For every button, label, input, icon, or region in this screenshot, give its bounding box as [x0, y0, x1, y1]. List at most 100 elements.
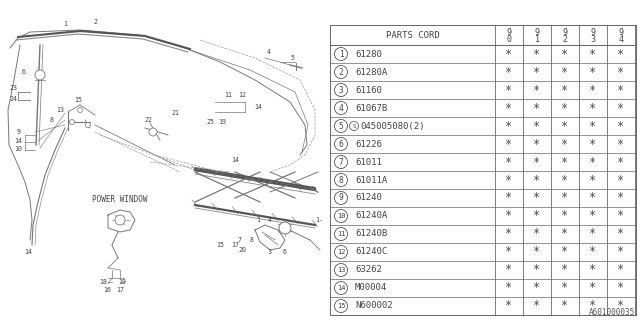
Text: *: *: [533, 228, 541, 241]
Circle shape: [35, 70, 45, 80]
Text: 8: 8: [250, 237, 254, 243]
Text: *: *: [561, 263, 568, 276]
Text: 61240A: 61240A: [355, 212, 387, 220]
Text: *: *: [561, 228, 568, 241]
Circle shape: [115, 215, 125, 225]
Text: *: *: [561, 282, 568, 294]
Text: *: *: [589, 210, 596, 222]
Text: *: *: [589, 245, 596, 259]
Circle shape: [335, 210, 348, 222]
Text: *: *: [533, 138, 541, 150]
Text: *: *: [506, 84, 513, 97]
Text: 9: 9: [618, 28, 623, 36]
Text: *: *: [533, 282, 541, 294]
Text: PARTS CORD: PARTS CORD: [386, 30, 440, 39]
Text: *: *: [506, 191, 513, 204]
Circle shape: [349, 122, 358, 131]
Text: 4: 4: [267, 49, 271, 55]
Text: 61280: 61280: [355, 50, 382, 59]
Circle shape: [335, 300, 348, 313]
Text: *: *: [533, 119, 541, 132]
Text: *: *: [533, 263, 541, 276]
Text: 6: 6: [339, 140, 344, 148]
Text: 14: 14: [337, 285, 345, 291]
Text: *: *: [533, 300, 541, 313]
Text: 11: 11: [337, 231, 345, 237]
Circle shape: [335, 138, 348, 150]
Text: 14: 14: [254, 104, 262, 110]
Text: 5: 5: [291, 55, 295, 61]
Text: *: *: [561, 300, 568, 313]
Text: *: *: [506, 47, 513, 60]
Text: 2: 2: [563, 35, 568, 44]
Text: *: *: [506, 263, 513, 276]
Text: 21: 21: [171, 110, 179, 116]
Text: *: *: [618, 84, 625, 97]
Text: 13: 13: [56, 107, 64, 113]
Text: *: *: [506, 245, 513, 259]
Text: 9: 9: [339, 194, 344, 203]
Text: *: *: [561, 47, 568, 60]
Text: *: *: [533, 191, 541, 204]
Text: 2: 2: [339, 68, 344, 76]
Text: *: *: [589, 101, 596, 115]
Text: 1: 1: [534, 35, 540, 44]
Text: 15: 15: [216, 242, 224, 248]
Text: *: *: [561, 66, 568, 78]
Text: 19: 19: [118, 279, 126, 285]
Text: 17: 17: [116, 287, 124, 293]
Circle shape: [335, 173, 348, 187]
Text: 10: 10: [14, 146, 22, 152]
Text: 7: 7: [238, 237, 242, 243]
Text: *: *: [589, 300, 596, 313]
Text: *: *: [533, 173, 541, 187]
Text: 15: 15: [74, 97, 82, 103]
Text: N600002: N600002: [355, 301, 392, 310]
Text: 6: 6: [283, 249, 287, 255]
Text: *: *: [618, 47, 625, 60]
Text: POWER WINDOW: POWER WINDOW: [92, 196, 148, 204]
Text: 14: 14: [24, 249, 32, 255]
Text: 24: 24: [9, 96, 17, 102]
Text: 61011A: 61011A: [355, 175, 387, 185]
Text: *: *: [533, 101, 541, 115]
Text: *: *: [618, 173, 625, 187]
Text: 19: 19: [218, 119, 226, 125]
Text: 61067B: 61067B: [355, 103, 387, 113]
Text: *: *: [589, 47, 596, 60]
Text: 18: 18: [99, 279, 107, 285]
Text: *: *: [618, 138, 625, 150]
Text: *: *: [561, 101, 568, 115]
Circle shape: [335, 228, 348, 241]
Text: *: *: [618, 156, 625, 169]
Text: *: *: [561, 138, 568, 150]
Text: *: *: [506, 173, 513, 187]
Text: 16: 16: [103, 287, 111, 293]
Text: 3: 3: [591, 35, 595, 44]
Text: *: *: [506, 66, 513, 78]
Text: 61240C: 61240C: [355, 247, 387, 257]
Text: *: *: [561, 245, 568, 259]
Text: 1: 1: [63, 21, 67, 27]
Text: *: *: [589, 66, 596, 78]
Text: *: *: [533, 84, 541, 97]
Text: 10: 10: [337, 213, 345, 219]
Text: *: *: [618, 191, 625, 204]
Text: 1: 1: [339, 50, 344, 59]
Text: 61240: 61240: [355, 194, 382, 203]
Text: *: *: [533, 210, 541, 222]
Text: *: *: [506, 282, 513, 294]
Text: *: *: [618, 101, 625, 115]
Text: 2: 2: [93, 19, 97, 25]
Text: A601000035: A601000035: [589, 308, 635, 317]
Text: *: *: [618, 210, 625, 222]
Text: *: *: [589, 228, 596, 241]
Text: 61280A: 61280A: [355, 68, 387, 76]
Text: 045005080(2): 045005080(2): [360, 122, 424, 131]
Text: *: *: [533, 47, 541, 60]
Text: 61011: 61011: [355, 157, 382, 166]
Circle shape: [70, 119, 74, 124]
Text: *: *: [506, 210, 513, 222]
Text: *: *: [589, 173, 596, 187]
Text: S: S: [352, 124, 356, 129]
